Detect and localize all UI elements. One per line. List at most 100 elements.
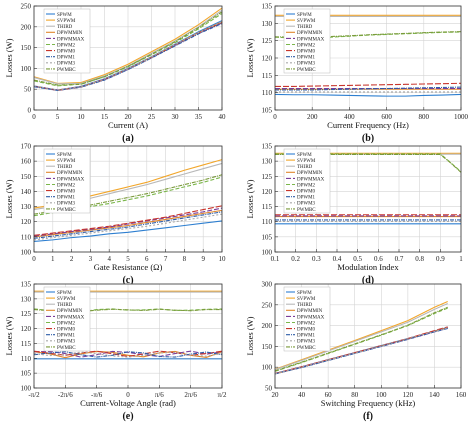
x-tick-label: 800 bbox=[419, 113, 430, 121]
y-tick-label: 110 bbox=[21, 233, 32, 241]
x-tick-label: 0 bbox=[126, 391, 130, 399]
x-tick-label: π/6 bbox=[155, 391, 164, 399]
x-tick-label: 40 bbox=[298, 391, 306, 399]
x-tick-label: 35 bbox=[195, 113, 203, 121]
x-tick-label: 15 bbox=[101, 113, 109, 121]
y-tick-label: 130 bbox=[262, 20, 273, 28]
x-tick-label: 140 bbox=[429, 391, 440, 399]
x-tick-label: 10 bbox=[78, 113, 86, 121]
y-tick-label: 120 bbox=[21, 218, 32, 226]
legend-label: DPWM2 bbox=[297, 43, 316, 48]
x-tick-label: -π/2 bbox=[28, 391, 40, 399]
legend-label: THIRD bbox=[297, 25, 313, 30]
x-tick-label: 0.9 bbox=[436, 255, 445, 263]
y-tick-label: 120 bbox=[21, 325, 32, 333]
chart-panel-c: 0 1 2 3 4 5 6 7 8 9 10 100 110 120 130 140 150 160 170 Gate… bbox=[4, 143, 226, 287]
legend-label: DPWM2 bbox=[57, 43, 76, 48]
y-tick-label: 160 bbox=[21, 158, 32, 166]
y-tick-label: 100 bbox=[21, 249, 32, 257]
y-tick-label: 105 bbox=[262, 107, 273, 115]
y-tick-label: 110 bbox=[262, 89, 273, 97]
x-tick-label: 0 bbox=[273, 113, 277, 121]
x-axis-label: Modulation Index bbox=[337, 262, 399, 272]
legend-label: DPWMMAX bbox=[57, 315, 85, 320]
y-tick-label: 135 bbox=[262, 3, 273, 11]
x-tick-label: 25 bbox=[148, 113, 156, 121]
legend-label: DPWM0 bbox=[297, 50, 316, 55]
legend-label: DPWM3 bbox=[297, 202, 316, 207]
x-tick-label: 6 bbox=[145, 255, 149, 263]
x-tick-label: 2π/6 bbox=[184, 391, 197, 399]
x-tick-label: 0 bbox=[32, 113, 36, 121]
y-tick-label: 100 bbox=[21, 385, 32, 393]
legend-label: DPWM3 bbox=[57, 340, 76, 345]
legend-label: DPWM2 bbox=[297, 321, 316, 326]
legend-label: SPWM bbox=[57, 291, 72, 296]
legend-label: SVPWM bbox=[297, 159, 316, 164]
y-axis-label: Losses (W) bbox=[4, 316, 14, 355]
series-line-dpwm0 bbox=[275, 82, 462, 87]
y-tick-label: 125 bbox=[262, 37, 273, 45]
legend: SPWMSVPWMTHIRDDPWMMINDPWMMAXDPWM2DPWM0DP… bbox=[43, 8, 91, 74]
x-tick-label: 0.5 bbox=[353, 255, 362, 263]
legend-label: PWMBC bbox=[297, 208, 316, 213]
legend-label: DPWM2 bbox=[57, 183, 76, 188]
chart-panel-d: 0.1 0.2 0.3 0.4 0.5 0.6 0.7 0.8 0.9 1 100 105 110 115… bbox=[245, 143, 463, 287]
x-tick-label: 20 bbox=[272, 391, 280, 399]
x-tick-label: 0.2 bbox=[291, 255, 300, 263]
x-tick-label: 1000 bbox=[454, 113, 469, 121]
y-axis-label: Losses (W) bbox=[245, 316, 255, 355]
legend-label: SVPWM bbox=[297, 19, 316, 24]
legend-label: SVPWM bbox=[57, 159, 76, 164]
x-axis-label: Switching Frequency (kHz) bbox=[321, 398, 416, 408]
x-tick-label: 5 bbox=[56, 113, 60, 121]
x-tick-label: 40 bbox=[219, 113, 227, 121]
x-tick-label: 10 bbox=[219, 255, 227, 263]
x-tick-label: π/2 bbox=[218, 391, 227, 399]
y-tick-label: 170 bbox=[21, 143, 32, 151]
y-tick-label: 250 bbox=[21, 3, 32, 11]
legend-label: DPWM0 bbox=[57, 328, 76, 333]
x-tick-label: 0.3 bbox=[312, 255, 321, 263]
y-tick-label: 130 bbox=[262, 158, 273, 166]
x-tick-label: 160 bbox=[456, 391, 467, 399]
legend: SPWMSVPWMTHIRDDPWMMINDPWMMAXDPWM2DPWM0DP… bbox=[283, 148, 331, 214]
plot-frame bbox=[274, 145, 462, 253]
legend-label: THIRD bbox=[297, 165, 313, 170]
legend: SPWMSVPWMTHIRDDPWMMINDPWMMAXDPWM2DPWM0DP… bbox=[283, 286, 331, 352]
y-tick-label: 130 bbox=[21, 295, 32, 303]
y-tick-label: 250 bbox=[262, 301, 273, 309]
legend-label: THIRD bbox=[297, 303, 313, 308]
series-line-dpwm1 bbox=[33, 211, 223, 239]
legend-label: PWMBC bbox=[297, 68, 316, 73]
x-tick-label: 1 bbox=[459, 255, 463, 263]
legend-label: DPWMMAX bbox=[57, 177, 85, 182]
legend-label: DPWM1 bbox=[297, 56, 316, 61]
y-tick-label: 130 bbox=[21, 203, 32, 211]
x-tick-label: 4 bbox=[107, 255, 111, 263]
series-line-svpwm bbox=[33, 7, 223, 84]
panel-label: (f) bbox=[363, 411, 373, 422]
y-axis-label: Losses (W) bbox=[245, 38, 255, 77]
series-line-spwm bbox=[33, 220, 223, 242]
legend-label: PWMBC bbox=[57, 208, 76, 213]
x-tick-label: 8 bbox=[183, 255, 187, 263]
y-tick-label: 110 bbox=[21, 355, 32, 363]
x-tick-label: 80 bbox=[351, 391, 359, 399]
x-axis-label: Current (A) bbox=[108, 120, 148, 130]
series-line-dpwm2 bbox=[33, 13, 223, 87]
legend-label: SPWM bbox=[297, 13, 312, 18]
legend-label: SVPWM bbox=[297, 297, 316, 302]
legend-label: DPWMMAX bbox=[57, 37, 85, 42]
x-tick-label: 0.6 bbox=[374, 255, 383, 263]
x-tick-label: 30 bbox=[172, 113, 180, 121]
legend-label: DPWM3 bbox=[297, 340, 316, 345]
y-tick-label: 115 bbox=[262, 72, 273, 80]
x-tick-label: 600 bbox=[381, 113, 392, 121]
x-tick-label: -2π/6 bbox=[58, 391, 73, 399]
legend: SPWMSVPWMTHIRDDPWMMINDPWMMAXDPWM2DPWM0DP… bbox=[43, 148, 91, 214]
legend-label: DPWMMIN bbox=[57, 171, 83, 176]
y-tick-label: 300 bbox=[262, 281, 273, 289]
legend-label: THIRD bbox=[57, 25, 73, 30]
